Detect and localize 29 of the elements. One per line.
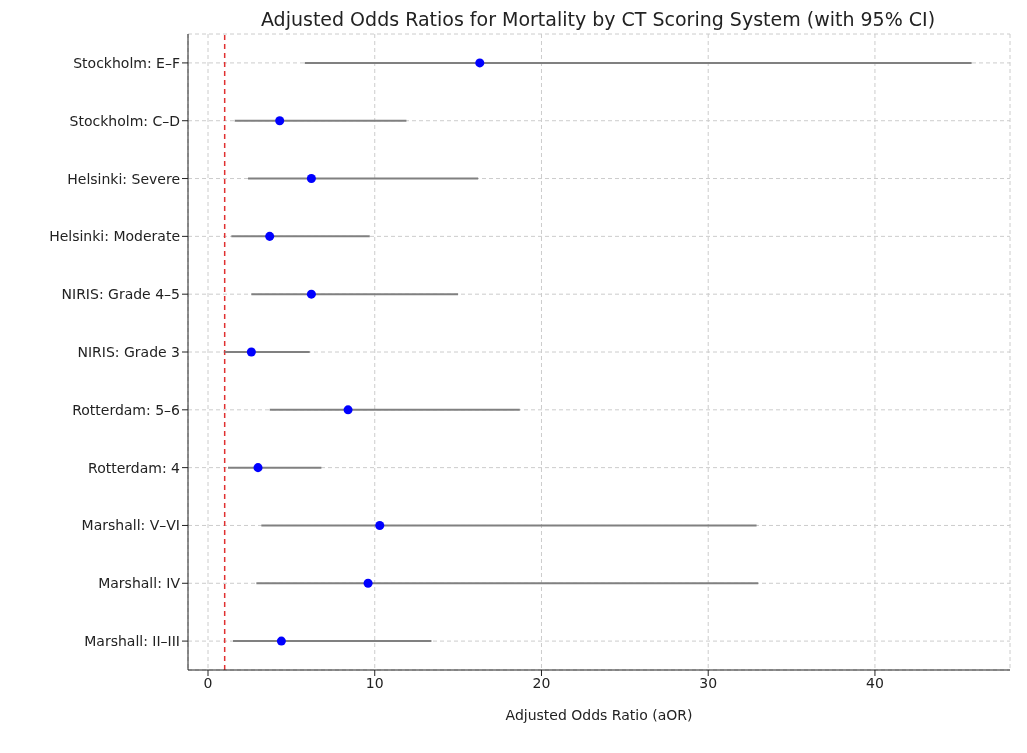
y-tick-label: Rotterdam: 5–6 <box>72 401 181 418</box>
point <box>265 231 275 241</box>
point <box>475 58 485 68</box>
point <box>363 578 373 588</box>
point <box>253 463 263 473</box>
point <box>343 405 353 415</box>
y-tick-label: Marshall: IV <box>98 575 181 592</box>
x-axis-title: Adjusted Odds Ratio (aOR) <box>505 707 693 723</box>
x-tick-label: 40 <box>866 674 884 691</box>
point <box>306 289 316 299</box>
chart-title: Adjusted Odds Ratios for Mortality by CT Scoring System (with 95% CI) <box>259 8 937 30</box>
x-tick-label: 20 <box>532 674 551 691</box>
y-tick-label: Helsinki: Severe <box>67 170 180 187</box>
y-tick-label: Marshall: V–VI <box>81 517 180 534</box>
point <box>275 116 285 126</box>
y-tick-label: Rotterdam: 4 <box>88 459 181 476</box>
x-tick-label: 0 <box>203 674 213 691</box>
y-tick-label: Helsinki: Moderate <box>49 228 180 245</box>
point <box>246 347 256 357</box>
point <box>306 174 316 184</box>
y-tick-label: Marshall: II–III <box>84 633 180 650</box>
point <box>375 520 385 530</box>
x-tick-label: 30 <box>699 674 718 691</box>
y-tick-label: NIRIS: Grade 3 <box>77 343 180 360</box>
y-tick-label: Stockholm: E–F <box>73 54 180 71</box>
y-tick-label: Stockholm: C–D <box>69 112 180 129</box>
x-tick-label: 10 <box>365 674 384 691</box>
y-tick-label: NIRIS: Grade 4–5 <box>61 286 180 303</box>
point <box>276 636 286 646</box>
